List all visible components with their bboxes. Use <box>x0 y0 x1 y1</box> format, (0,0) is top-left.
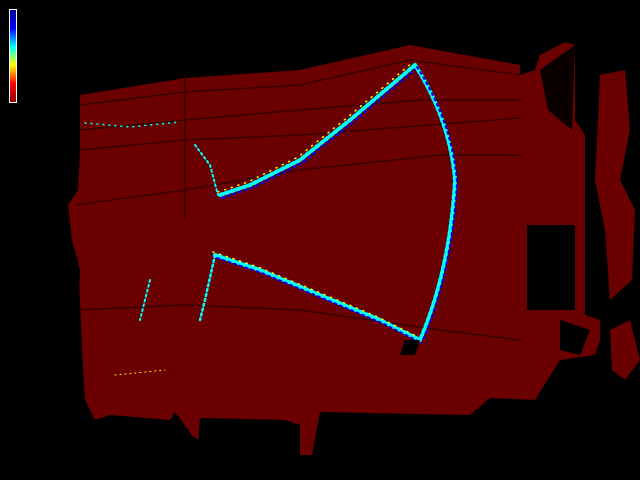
edge-features <box>84 61 459 376</box>
facade-surface <box>68 42 600 455</box>
shadow-regions <box>70 45 590 355</box>
colorbar-legend <box>9 9 17 103</box>
vertex-notch <box>400 340 420 355</box>
right-blotch-2 <box>610 320 640 380</box>
right-blotch-1 <box>595 70 635 300</box>
facade-lines <box>74 59 521 341</box>
